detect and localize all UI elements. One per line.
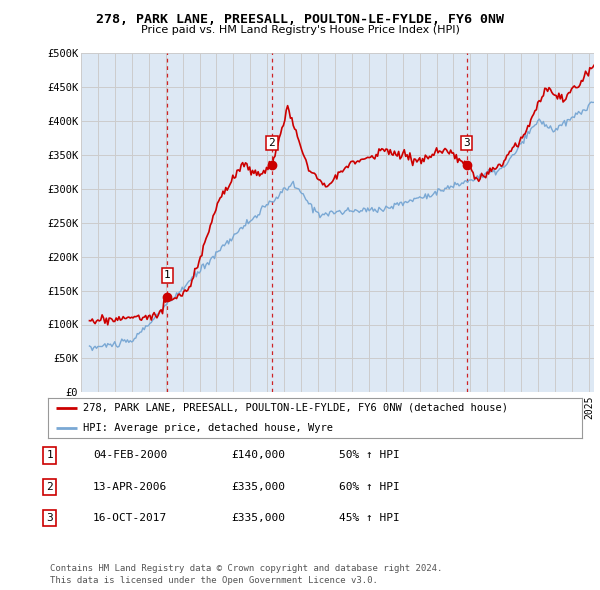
Text: 278, PARK LANE, PREESALL, POULTON-LE-FYLDE, FY6 0NW (detached house): 278, PARK LANE, PREESALL, POULTON-LE-FYL… xyxy=(83,403,508,412)
Text: 1: 1 xyxy=(164,270,170,280)
Text: 13-APR-2006: 13-APR-2006 xyxy=(93,482,167,491)
Text: 3: 3 xyxy=(46,513,53,523)
Text: £335,000: £335,000 xyxy=(231,513,285,523)
Text: 2: 2 xyxy=(269,138,275,148)
Text: £140,000: £140,000 xyxy=(231,451,285,460)
Text: 50% ↑ HPI: 50% ↑ HPI xyxy=(339,451,400,460)
Text: 04-FEB-2000: 04-FEB-2000 xyxy=(93,451,167,460)
Text: Contains HM Land Registry data © Crown copyright and database right 2024.
This d: Contains HM Land Registry data © Crown c… xyxy=(50,565,442,585)
Text: 1: 1 xyxy=(46,451,53,460)
Text: 45% ↑ HPI: 45% ↑ HPI xyxy=(339,513,400,523)
Text: 60% ↑ HPI: 60% ↑ HPI xyxy=(339,482,400,491)
Text: 278, PARK LANE, PREESALL, POULTON-LE-FYLDE, FY6 0NW: 278, PARK LANE, PREESALL, POULTON-LE-FYL… xyxy=(96,13,504,26)
Text: HPI: Average price, detached house, Wyre: HPI: Average price, detached house, Wyre xyxy=(83,423,333,432)
Text: 16-OCT-2017: 16-OCT-2017 xyxy=(93,513,167,523)
Text: 2: 2 xyxy=(46,482,53,491)
Text: £335,000: £335,000 xyxy=(231,482,285,491)
Text: Price paid vs. HM Land Registry's House Price Index (HPI): Price paid vs. HM Land Registry's House … xyxy=(140,25,460,35)
Text: 3: 3 xyxy=(463,138,470,148)
